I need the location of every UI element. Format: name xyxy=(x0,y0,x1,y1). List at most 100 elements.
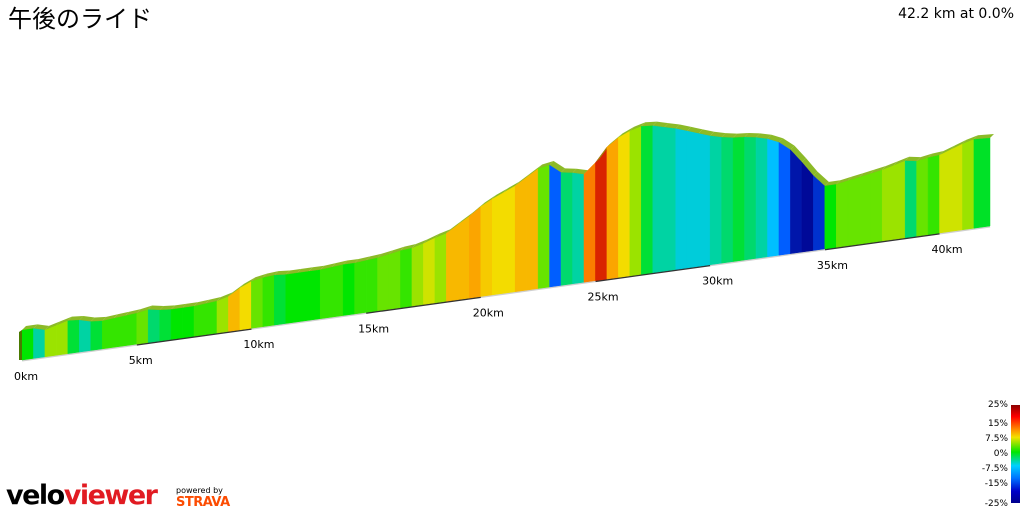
ride-title: 午後のライド xyxy=(8,5,152,33)
distance-tick-label: 0km xyxy=(14,370,38,383)
profile-segment xyxy=(962,138,975,231)
profile-top-edge xyxy=(641,121,657,127)
profile-segment xyxy=(56,320,69,356)
profile-segment xyxy=(686,130,699,269)
profile-segment xyxy=(698,133,711,267)
profile-top-edge xyxy=(308,265,325,272)
profile-segment xyxy=(801,161,814,253)
profile-segment xyxy=(446,224,459,302)
profile-top-edge xyxy=(847,173,864,181)
profile-top-edge xyxy=(171,303,187,310)
profile-top-edge xyxy=(457,212,474,225)
profile-top-edge xyxy=(526,164,543,178)
profile-segment xyxy=(537,164,550,289)
profile-segment xyxy=(767,138,780,258)
grade-color-scale xyxy=(1011,405,1020,503)
profile-top-edge xyxy=(698,129,715,136)
profile-segment xyxy=(893,160,906,240)
profile-segment xyxy=(836,180,849,248)
profile-top-edge xyxy=(973,134,994,140)
profile-top-edge xyxy=(675,124,692,131)
profile-top-edge xyxy=(262,271,279,278)
profile-top-edge xyxy=(320,263,336,270)
profile-segment xyxy=(297,271,309,323)
profile-segment xyxy=(342,262,355,316)
profile-segment xyxy=(709,135,722,266)
profile-top-edge xyxy=(538,160,554,169)
profile-top-edge xyxy=(951,139,967,150)
profile-segment xyxy=(193,303,206,337)
profile-top-edge xyxy=(366,253,382,261)
distance-tick-label: 15km xyxy=(358,322,389,335)
profile-top-edge xyxy=(905,156,921,162)
profile-top-edge xyxy=(664,123,680,129)
profile-segment xyxy=(939,148,952,234)
profile-top-edge xyxy=(778,138,795,150)
profile-top-edge xyxy=(710,131,726,138)
profile-top-edge xyxy=(194,299,210,307)
profile-segment xyxy=(824,183,837,250)
profile-top-edge xyxy=(205,297,221,304)
profile-top-edge xyxy=(239,277,256,288)
veloviewer-logo[interactable]: veloviewer xyxy=(6,480,158,511)
profile-top-edge xyxy=(148,305,164,310)
profile-top-edge xyxy=(67,316,84,321)
legend-label: 25% xyxy=(987,400,1008,410)
profile-top-edge xyxy=(216,292,233,302)
profile-segment xyxy=(377,253,390,312)
profile-segment xyxy=(308,269,321,321)
logo-viewer-text: viewer xyxy=(63,480,158,511)
profile-top-edge xyxy=(916,153,933,162)
profile-top-edge xyxy=(629,122,646,131)
profile-segment xyxy=(595,146,608,281)
profile-top-edge xyxy=(962,135,978,144)
distance-tick-label: 10km xyxy=(243,338,274,351)
profile-segment xyxy=(514,176,527,293)
profile-top-edge xyxy=(652,121,669,128)
profile-top-edge xyxy=(285,268,302,275)
profile-top-edge xyxy=(721,133,738,138)
profile-segment xyxy=(113,315,126,348)
profile-segment xyxy=(365,257,378,313)
distance-summary: 42.2 km at 0.0% xyxy=(898,6,1014,22)
profile-top-edge xyxy=(44,321,61,330)
profile-segment xyxy=(251,277,264,329)
profile-segment xyxy=(606,136,619,280)
profile-top-edge xyxy=(182,302,199,308)
profile-top-edge xyxy=(939,145,956,155)
profile-segment xyxy=(102,317,115,350)
profile-top-edge xyxy=(377,250,394,258)
profile-top-edge xyxy=(400,244,416,251)
profile-segment xyxy=(652,125,665,273)
profile-segment xyxy=(847,176,860,246)
profile-segment xyxy=(664,126,676,272)
profile-top-edge xyxy=(882,161,898,170)
strava-logo[interactable]: STRAVA xyxy=(176,495,230,510)
profile-segment xyxy=(457,215,470,300)
profile-top-edge xyxy=(411,239,428,249)
profile-segment xyxy=(526,168,539,291)
profile-top-edge xyxy=(618,126,634,138)
legend-label: -7.5% xyxy=(981,464,1008,474)
profile-segment xyxy=(262,274,275,327)
profile-top-edge xyxy=(56,316,72,326)
legend-label: 0% xyxy=(993,449,1008,459)
profile-top-edge xyxy=(469,202,485,217)
profile-end-cap xyxy=(19,330,22,360)
profile-segment xyxy=(90,320,103,351)
profile-top-edge xyxy=(136,305,153,314)
distance-tick-label: 20km xyxy=(473,306,504,319)
profile-segment xyxy=(480,198,493,297)
distance-tick-label: 25km xyxy=(587,291,618,304)
profile-segment xyxy=(400,247,413,308)
profile-top-edge xyxy=(801,158,818,176)
profile-top-edge xyxy=(870,165,887,174)
profile-top-edge xyxy=(836,176,852,185)
profile-segment xyxy=(423,237,436,305)
profile-top-edge xyxy=(687,126,703,134)
profile-top-edge xyxy=(297,267,313,273)
profile-top-edge xyxy=(824,180,841,186)
profile-top-edge xyxy=(492,188,508,199)
profile-segment xyxy=(503,185,516,294)
profile-segment xyxy=(434,232,447,304)
